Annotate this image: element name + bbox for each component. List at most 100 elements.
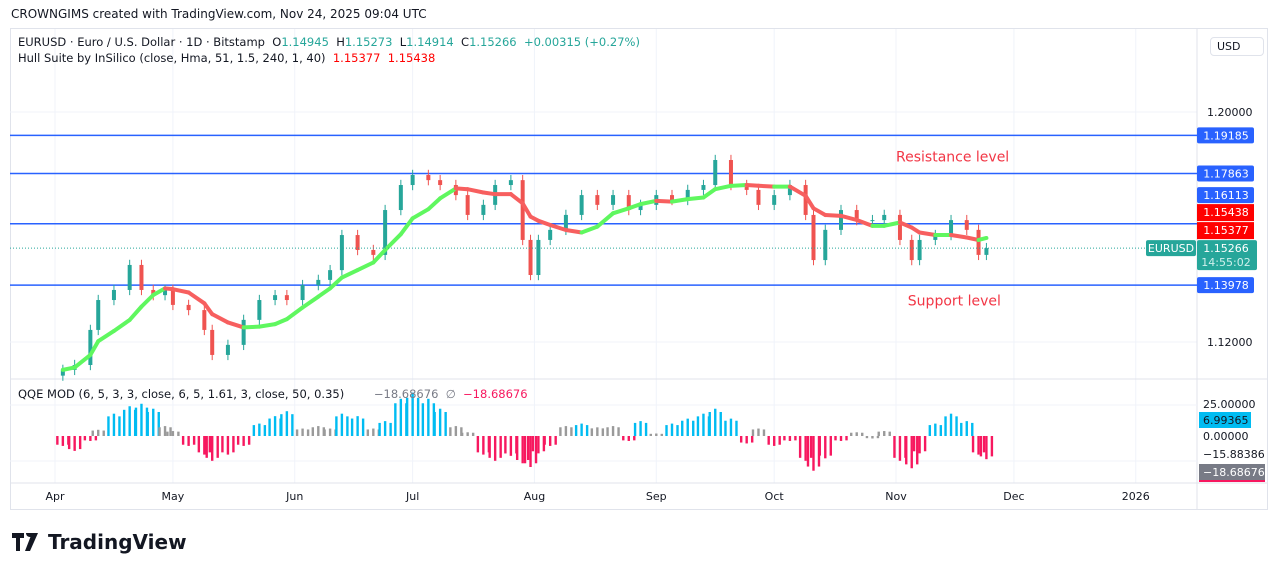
candle-body [355,235,360,250]
qqe-value-text: 6.99365 [1203,414,1249,427]
qqe-histogram-bar [939,425,943,436]
qqe-histogram-bar [871,436,874,439]
candle-body [410,174,415,186]
qqe-histogram-bar [762,429,766,436]
qqe-histogram-bar [383,421,387,436]
qqe-tick: 25.00000 [1203,398,1256,411]
low-label: L [399,35,407,49]
tradingview-logo: TradingView [12,530,187,554]
candle-body [563,214,568,230]
hull-line-segment [371,248,388,265]
candle-body [508,180,513,186]
qqe-histogram-bar [146,411,149,436]
qqe-histogram-bar [493,436,497,461]
qqe-histogram-bar [416,397,420,436]
qqe-histogram-bar [655,433,658,436]
level-price-text: 1.19185 [1203,129,1249,142]
candle-body [241,319,246,345]
qqe-histogram-bar [128,406,131,436]
candle-body [964,220,969,230]
candle-body [88,329,93,365]
qqe-histogram-bar [187,436,190,446]
last-price-label [1197,240,1257,271]
qqe-histogram-bar [460,427,463,436]
qqe-histogram-bar [918,436,921,454]
hull-line-segment [595,211,616,229]
hull-line-segment [316,286,333,299]
candle-body [328,270,333,280]
candle-body [520,180,525,240]
candle-body [151,289,156,296]
qqe-histogram-bar [949,413,953,436]
qqe-histogram-bar [263,425,267,436]
countdown-text: 14:55:02 [1201,256,1250,269]
qqe-empty-icon: ∅ [445,387,456,401]
symbol-title[interactable]: EURUSD · Euro / U.S. Dollar · 1D · Bitst… [18,35,265,49]
candle-body [713,160,718,186]
currency-button[interactable]: USD [1210,37,1264,56]
qqe-histogram-bar [192,436,196,445]
qqe-histogram-bar [982,436,986,453]
qqe-histogram-bar [735,420,738,436]
qqe-histogram-bar [633,436,636,441]
time-tick: Sep [646,490,667,503]
candle-body [257,300,262,320]
hull-line-segment [654,198,675,204]
price-tick: 1.12000 [1207,336,1253,349]
hull-line-segment [300,294,321,310]
qqe-histogram-bar [531,436,535,452]
qqe-histogram-bar [366,429,370,436]
hull-line-segment [398,216,415,237]
qqe-histogram-bar [985,436,988,460]
hull-line-segment [273,317,289,327]
qqe-histogram-bar [861,432,864,436]
qqe-histogram-bar [977,436,980,455]
hull-line-segment [257,322,278,329]
candle-body [917,239,922,261]
qqe-histogram-bar [719,411,722,436]
qqe-histogram-bar [515,436,519,461]
qqe-histogram-bar [205,436,208,458]
qqe-histogram-bar [767,436,770,445]
hull-line-segment [563,227,584,235]
qqe-histogram-bar [818,436,821,456]
qqe-histogram-bar [893,436,896,458]
hull-title[interactable]: Hull Suite by InSilico (close, Hma, 51, … [18,51,326,65]
qqe-histogram-bar [394,403,397,436]
chart-frame [10,28,1268,510]
qqe-histogram-bar [876,436,880,439]
hull-line-segment [60,365,77,372]
qqe-histogram-bar [729,418,733,436]
hull-line-segment [202,301,215,317]
qqe-value-label [1199,464,1265,480]
qqe-histogram-bar [905,436,908,465]
candle-body [787,185,792,196]
qqe-histogram-bar [158,427,161,436]
qqe-histogram-bar [554,436,557,445]
hull-line-segment [139,292,156,309]
candle-body [96,300,101,330]
qqe-histogram-bar [61,436,65,446]
qqe-histogram-bar [421,403,425,436]
hull-line-segment [823,212,843,218]
symbol-legend: EURUSD · Euro / U.S. Dollar · 1D · Bitst… [18,35,640,49]
qqe-value-1: −18.68676 [373,387,439,401]
level-price-text: 1.16113 [1203,189,1249,202]
hull-line-segment [186,290,207,306]
qqe-histogram-bar [166,431,169,436]
qqe-histogram-bar [812,436,815,471]
qqe-histogram-bar [285,411,289,436]
candle-body [438,180,443,186]
time-tick: Nov [885,490,907,503]
qqe-histogram-bar [865,436,869,439]
qqe-histogram-bar [335,416,338,436]
qqe-title[interactable]: QQE MOD (6, 5, 3, 3, close, 6, 5, 1.61, … [18,387,345,401]
level-price-label [1197,127,1254,144]
qqe-histogram-bar [523,436,527,464]
qqe-histogram-bar [739,436,743,443]
qqe-histogram-bar [509,436,513,456]
level-price-label [1197,277,1254,294]
qqe-histogram-bar [877,431,880,436]
candle-body [398,185,403,211]
